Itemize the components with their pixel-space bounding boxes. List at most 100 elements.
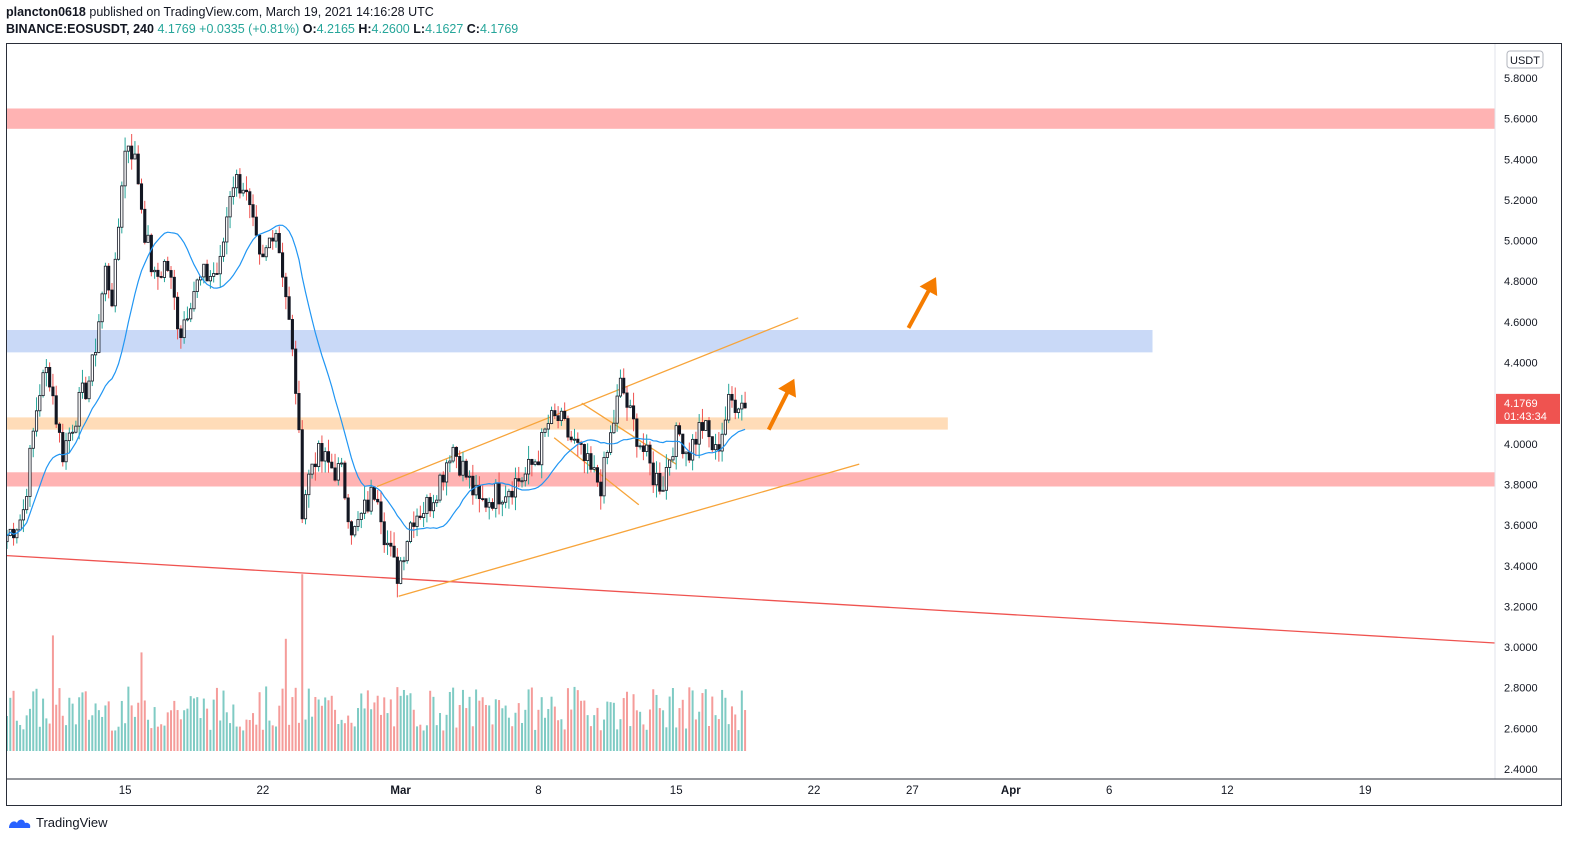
candle (346, 494, 350, 529)
price-tick-label: 5.2000 (1504, 195, 1538, 207)
volume-bar (340, 719, 343, 751)
author-name[interactable]: plancton0618 (6, 5, 86, 19)
candle-body (258, 234, 262, 255)
candle-body (589, 453, 593, 470)
volume-bar (406, 695, 409, 751)
volume-bar (662, 710, 665, 751)
candle-body (225, 216, 229, 243)
candle (126, 145, 130, 164)
candle (28, 444, 32, 507)
candle-body (661, 489, 665, 492)
volume-bar (51, 635, 54, 751)
volume-bar (235, 726, 238, 751)
volume-bar (396, 687, 399, 751)
candle (120, 181, 124, 234)
candle-body (172, 276, 176, 298)
candle (34, 397, 39, 437)
candle (743, 391, 747, 409)
candle-body (205, 263, 209, 282)
candle-body (310, 463, 314, 475)
candle (589, 446, 593, 473)
volume-bar (734, 714, 737, 751)
candle (363, 486, 367, 520)
candle (612, 409, 616, 434)
candle (618, 369, 622, 399)
candle (57, 422, 62, 443)
price-tick-label: 3.0000 (1504, 642, 1538, 654)
volume-bar (137, 702, 140, 751)
footer-brand: TradingView (36, 815, 108, 830)
candle-body (267, 237, 271, 249)
candle-body (343, 462, 347, 499)
candle-body (231, 187, 235, 197)
volume-bar (206, 708, 209, 751)
candle (625, 385, 629, 421)
candle-body (707, 420, 711, 438)
candle-body (497, 482, 501, 505)
volume-bar (140, 652, 143, 751)
candle (494, 479, 498, 518)
candle (231, 176, 235, 205)
volume-bar (130, 705, 133, 751)
volume-bar (347, 715, 350, 751)
candle-body (323, 451, 327, 462)
volume-bar (665, 727, 668, 751)
candle-body (330, 461, 334, 469)
volume-bar (744, 710, 747, 751)
candle-body (90, 354, 94, 382)
price-tick-label: 4.8000 (1504, 276, 1538, 288)
candle (628, 399, 632, 409)
price-tick-label: 3.4000 (1504, 561, 1538, 573)
price-tick-label: 3.8000 (1504, 479, 1538, 491)
volume-bar (183, 710, 186, 751)
volume-bar (202, 698, 205, 751)
candle (61, 423, 65, 467)
candle-body (277, 233, 281, 254)
candle (418, 505, 422, 520)
volume-bar (566, 688, 569, 751)
price-tick-label: 3.6000 (1504, 520, 1538, 532)
time-tick-label: Mar (390, 785, 411, 797)
candle (290, 314, 294, 357)
candle (333, 453, 337, 482)
chart-frame[interactable]: USDT 5.8000 5.6000 5.4000 5.2000 5.0000 4.8000… (5, 43, 1562, 806)
candle (438, 473, 442, 503)
candle-body (74, 425, 78, 433)
volume-bar (373, 702, 376, 751)
symbol-label[interactable]: BINANCE:EOSUSDT, 240 (6, 22, 154, 36)
volume-bar (488, 705, 491, 751)
candle (313, 452, 317, 481)
candle (733, 387, 737, 420)
candle-body (586, 453, 590, 462)
candle-body (281, 252, 285, 278)
candle (15, 528, 19, 544)
candle (264, 245, 268, 261)
volume-layer (6, 574, 747, 751)
candle (527, 445, 531, 485)
candle-body (402, 560, 406, 563)
candle (500, 500, 504, 517)
candle (622, 368, 626, 395)
candle-body (507, 490, 511, 498)
candle (658, 462, 662, 495)
volume-bar (465, 708, 468, 751)
candle (592, 455, 596, 473)
candle-body (471, 475, 475, 496)
volume-bar (48, 723, 51, 751)
candle (422, 501, 426, 528)
price-tick-label: 3.2000 (1504, 601, 1538, 613)
volume-bar (160, 724, 163, 751)
volume-bar (511, 726, 514, 751)
volume-bar (78, 697, 81, 751)
candle-body (454, 446, 458, 457)
volume-bar (612, 702, 615, 751)
candle-body (149, 234, 153, 273)
volume-bar (196, 697, 199, 751)
price-chart[interactable]: USDT 5.8000 5.6000 5.4000 5.2000 5.0000 4.8000… (5, 44, 1561, 805)
volume-bar (698, 711, 701, 751)
volume-bar (639, 711, 642, 751)
candle-body (346, 497, 350, 523)
candle-body (369, 486, 373, 512)
candle-body (638, 445, 642, 448)
tradingview-footer[interactable]: TradingView (8, 815, 108, 830)
